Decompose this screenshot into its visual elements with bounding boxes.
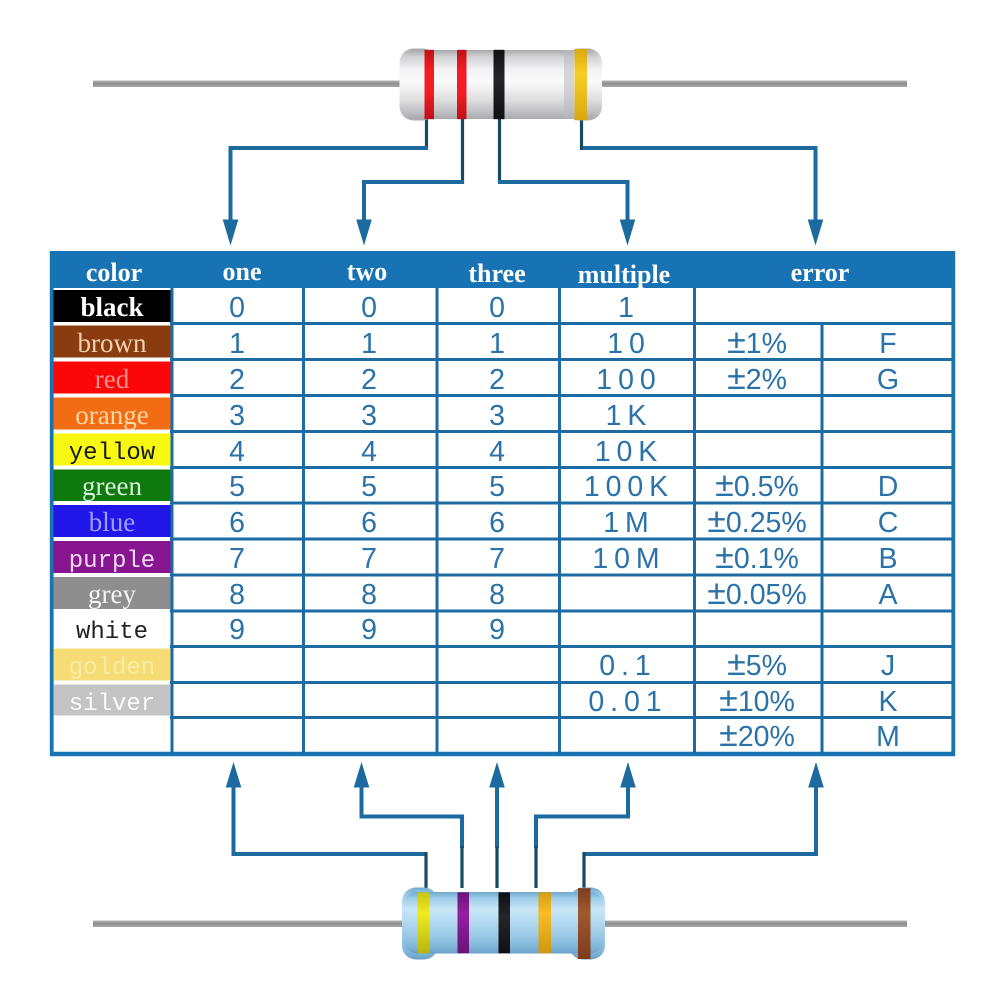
svg-text:1 K: 1 K: [606, 400, 647, 432]
svg-text:brown: brown: [78, 328, 147, 358]
svg-text:3: 3: [229, 400, 245, 432]
svg-text:silver: silver: [69, 691, 155, 718]
svg-text:1: 1: [618, 292, 634, 324]
svg-text:8: 8: [489, 579, 505, 611]
svg-text:three: three: [468, 259, 525, 288]
svg-text:F: F: [879, 328, 896, 360]
svg-text:±0.05%: ±0.05%: [707, 574, 806, 612]
svg-text:±5%: ±5%: [727, 645, 787, 683]
svg-text:green: green: [82, 471, 142, 501]
svg-text:8: 8: [229, 579, 245, 611]
svg-text:±0.1%: ±0.1%: [715, 538, 799, 576]
svg-text:1 M: 1 M: [603, 507, 649, 539]
svg-text:0 . 0 1: 0 . 0 1: [588, 686, 661, 718]
svg-text:2: 2: [229, 364, 245, 396]
svg-text:multiple: multiple: [578, 260, 670, 289]
svg-text:±0.5%: ±0.5%: [715, 466, 799, 504]
svg-text:7: 7: [229, 543, 245, 575]
svg-text:one: one: [223, 257, 262, 286]
svg-text:7: 7: [361, 543, 377, 575]
svg-text:A: A: [878, 579, 897, 611]
svg-text:3: 3: [489, 400, 505, 432]
svg-text:9: 9: [489, 614, 505, 646]
svg-text:B: B: [878, 543, 897, 575]
svg-text:3: 3: [361, 400, 377, 432]
svg-text:5: 5: [361, 471, 377, 503]
svg-text:±0.25%: ±0.25%: [707, 502, 806, 540]
svg-text:4: 4: [229, 436, 245, 468]
svg-text:2: 2: [489, 364, 505, 396]
svg-text:G: G: [877, 364, 899, 396]
svg-text:grey: grey: [88, 579, 136, 609]
svg-text:1 0 M: 1 0 M: [592, 543, 659, 575]
svg-text:1: 1: [361, 328, 377, 360]
svg-text:J: J: [881, 650, 895, 682]
svg-text:two: two: [347, 257, 387, 286]
svg-text:C: C: [878, 507, 899, 539]
svg-text:purple: purple: [69, 548, 155, 575]
svg-text:±10%: ±10%: [719, 681, 795, 719]
svg-text:black: black: [80, 292, 143, 322]
svg-text:6: 6: [361, 507, 377, 539]
svg-text:1: 1: [229, 328, 245, 360]
svg-text:4: 4: [361, 436, 377, 468]
svg-text:7: 7: [489, 543, 505, 575]
svg-text:D: D: [878, 471, 899, 503]
svg-text:±20%: ±20%: [719, 716, 795, 754]
svg-text:0: 0: [229, 292, 245, 324]
svg-text:0: 0: [361, 292, 377, 324]
svg-text:0 . 1: 0 . 1: [599, 650, 650, 682]
svg-text:K: K: [878, 686, 897, 718]
svg-text:1 0 K: 1 0 K: [595, 436, 658, 468]
svg-text:orange: orange: [75, 400, 148, 430]
svg-text:1 0: 1 0: [607, 328, 645, 360]
svg-text:8: 8: [361, 579, 377, 611]
svg-text:yellow: yellow: [69, 440, 156, 467]
svg-text:9: 9: [229, 614, 245, 646]
svg-text:9: 9: [361, 614, 377, 646]
svg-text:error: error: [791, 258, 850, 287]
svg-text:5: 5: [489, 471, 505, 503]
svg-text:6: 6: [229, 507, 245, 539]
svg-text:blue: blue: [89, 507, 136, 537]
svg-text:6: 6: [489, 507, 505, 539]
svg-text:golden: golden: [69, 655, 155, 682]
svg-text:±1%: ±1%: [727, 323, 787, 361]
svg-text:1 0 0 K: 1 0 0 K: [584, 471, 668, 503]
svg-text:0: 0: [489, 292, 505, 324]
svg-text:±2%: ±2%: [727, 359, 787, 397]
svg-text:white: white: [76, 619, 148, 646]
svg-text:color: color: [86, 258, 142, 287]
svg-text:1: 1: [489, 328, 505, 360]
svg-text:2: 2: [361, 364, 377, 396]
svg-text:1 0 0: 1 0 0: [596, 364, 655, 396]
svg-text:5: 5: [229, 471, 245, 503]
svg-text:4: 4: [489, 436, 505, 468]
svg-text:M: M: [876, 721, 900, 753]
svg-text:red: red: [95, 364, 130, 394]
